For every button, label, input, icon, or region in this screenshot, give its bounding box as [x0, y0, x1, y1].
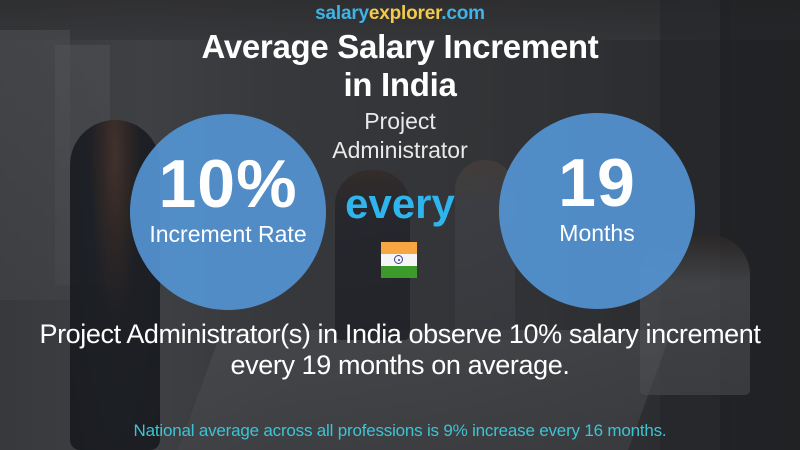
frequency-label: Months [559, 220, 635, 246]
brand-logo[interactable]: salaryexplorer.com [0, 3, 800, 25]
national-average-text: National average across all professions … [133, 421, 667, 440]
every-connector: every [345, 180, 455, 227]
brand-part-com: .com [441, 3, 485, 24]
background-window [0, 30, 70, 300]
summary-line-1: Project Administrator(s) in India observ… [39, 319, 761, 349]
summary-line-2: every 19 months on average. [230, 350, 570, 380]
flag-green-stripe [381, 266, 417, 278]
flag-saffron-stripe [381, 242, 417, 254]
job-title-line-2: Administrator [332, 137, 468, 163]
brand-part-salary: salary [315, 3, 369, 24]
frequency-circle: 19 Months [499, 113, 695, 309]
job-title-line-1: Project [364, 108, 436, 134]
title-line-1: Average Salary Increment [201, 28, 599, 65]
page-title: Average Salary Increment in India [0, 28, 800, 104]
job-title: Project Administrator [0, 107, 800, 165]
summary-text: Project Administrator(s) in India observ… [0, 319, 800, 381]
title-line-2: in India [343, 66, 457, 103]
india-flag-icon [381, 242, 417, 278]
increment-rate-label: Increment Rate [149, 221, 307, 247]
frequency-value: 19 [558, 145, 636, 221]
brand-part-explorer: explorer [368, 3, 442, 24]
increment-rate-value: 10% [158, 146, 298, 222]
ashoka-chakra-icon [394, 255, 403, 264]
increment-rate-circle: 10% Increment Rate [130, 114, 326, 310]
flag-white-stripe [381, 254, 417, 266]
